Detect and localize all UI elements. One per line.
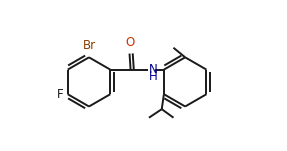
Text: O: O bbox=[125, 36, 134, 49]
Text: H: H bbox=[149, 70, 158, 83]
Text: F: F bbox=[57, 88, 64, 101]
Text: N: N bbox=[149, 63, 158, 76]
Text: Br: Br bbox=[82, 39, 96, 52]
